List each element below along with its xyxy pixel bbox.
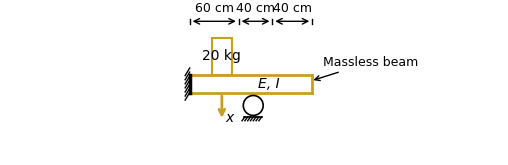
Bar — [212, 38, 232, 75]
Text: E, I: E, I — [259, 77, 280, 91]
Text: Massless beam: Massless beam — [315, 56, 418, 81]
Text: 40 cm: 40 cm — [236, 2, 275, 15]
Text: 60 cm: 60 cm — [195, 2, 234, 15]
Text: 20 kg: 20 kg — [202, 50, 241, 64]
Text: x: x — [225, 111, 233, 125]
Text: 40 cm: 40 cm — [273, 2, 312, 15]
Circle shape — [243, 96, 263, 115]
